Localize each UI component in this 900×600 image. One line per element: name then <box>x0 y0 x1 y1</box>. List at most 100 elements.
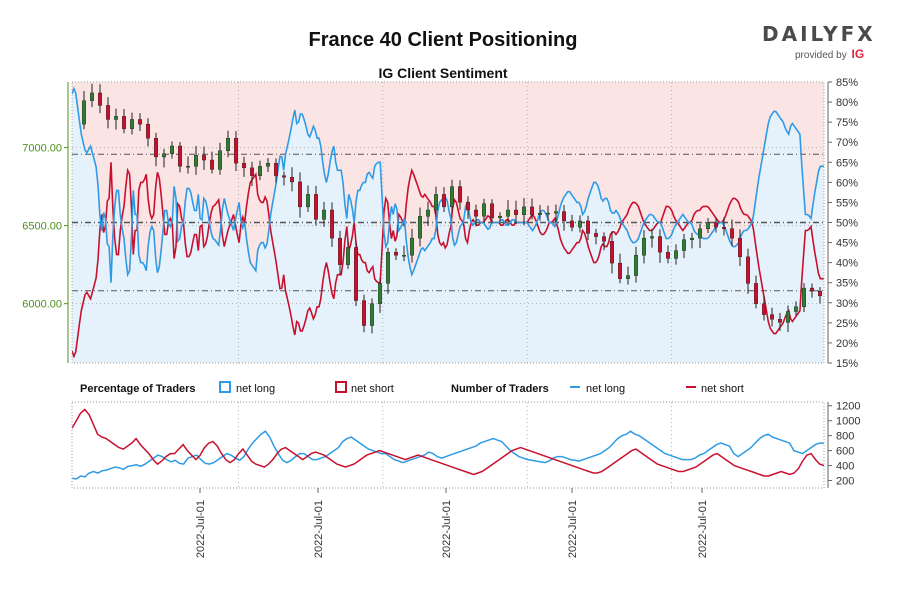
x-tick-label: 2022-Jul-01 <box>441 500 453 558</box>
sentiment-tick-label: 40% <box>836 258 858 270</box>
candle-body <box>578 220 583 228</box>
legend: Percentage of Traders net long net short… <box>80 381 744 395</box>
candle-body <box>266 162 271 167</box>
legend-pct-short-swatch <box>335 381 347 393</box>
candle-body <box>554 211 559 214</box>
brand-provided-by: provided by <box>795 50 847 61</box>
sentiment-tick-label: 30% <box>836 298 858 310</box>
candle-body <box>498 216 503 219</box>
candle-body <box>418 216 423 239</box>
candle-body <box>290 177 295 183</box>
candle-body <box>562 211 567 222</box>
candle-body <box>514 209 519 215</box>
candle-body <box>89 92 94 101</box>
dailyfx-logo: DAILYFX provided by IG <box>762 22 873 61</box>
sentiment-tick-label: 50% <box>836 218 858 230</box>
candle-body <box>490 203 495 219</box>
candle-body <box>714 222 719 228</box>
candle-body <box>330 209 335 239</box>
candle-body <box>306 194 311 208</box>
candle-body <box>105 105 110 120</box>
candle-body <box>690 237 695 240</box>
candle-body <box>658 236 663 253</box>
candle-body <box>570 220 575 228</box>
candle-body <box>674 250 679 259</box>
candle-body <box>209 159 214 170</box>
candle-body <box>225 137 230 151</box>
candle-body <box>802 287 807 308</box>
axes: 6000.00 6500.00 7000.00 15% 20% 25% 30% 35% 40% 4… <box>22 77 860 558</box>
candle-body <box>282 175 287 178</box>
candle-body <box>786 311 791 323</box>
candle-body <box>113 116 118 120</box>
count-tick-label: 1200 <box>836 401 860 413</box>
candle-body <box>354 247 359 301</box>
top-frame <box>71 81 825 364</box>
count-tick-label: 400 <box>836 461 854 473</box>
candle-body <box>97 92 102 106</box>
candle-body <box>474 209 479 217</box>
candle-body <box>594 233 599 237</box>
sentiment-tick-label: 15% <box>836 358 858 370</box>
candle-body <box>346 247 351 265</box>
candle-body <box>770 314 775 320</box>
x-tick-label: 2022-Jul-01 <box>697 500 709 558</box>
count-tick-label: 800 <box>836 431 854 443</box>
candle-body <box>185 166 190 168</box>
x-tick-label: 2022-Jul-01 <box>195 500 207 558</box>
candle-body <box>818 290 823 297</box>
candle-body <box>682 239 687 251</box>
candle-body <box>410 237 415 256</box>
sentiment-tick-label: 75% <box>836 117 858 129</box>
candle-body <box>546 212 551 215</box>
candle-body <box>778 319 783 323</box>
candle-body <box>722 226 727 229</box>
candle-body <box>450 186 455 208</box>
candle-body <box>137 119 142 125</box>
candle-body <box>201 155 206 161</box>
candle-body <box>81 100 86 125</box>
net-short-pct-line <box>72 162 824 359</box>
count-tick-label: 200 <box>836 476 854 488</box>
candle-body <box>762 303 767 315</box>
sentiment-tick-label: 80% <box>836 97 858 109</box>
chart-subtitle: IG Client Sentiment <box>378 65 507 81</box>
candle-body <box>642 237 647 256</box>
candle-body <box>458 186 463 203</box>
legend-percentage-title: Percentage of Traders <box>80 383 196 395</box>
candle-body <box>274 162 279 176</box>
legend-pct-short-label: net short <box>351 383 394 395</box>
net-long-count-line <box>72 430 824 480</box>
sentiment-tick-label: 25% <box>836 318 858 330</box>
sentiment-tick-label: 35% <box>836 278 858 290</box>
candle-body <box>530 206 535 215</box>
sentiment-tick-label: 20% <box>836 338 858 350</box>
candle-body <box>650 236 655 239</box>
sentiment-tick-label: 70% <box>836 137 858 149</box>
x-tick-label: 2022-Jul-01 <box>313 500 325 558</box>
legend-pct-long-swatch <box>219 381 231 393</box>
candle-body <box>362 300 367 326</box>
candle-body <box>153 137 158 158</box>
brand-name-left: DAILY <box>762 22 841 46</box>
sentiment-tick-label: 55% <box>836 197 858 209</box>
count-tick-label: 1000 <box>836 416 860 428</box>
candle-body <box>177 145 182 167</box>
candle-body <box>129 119 134 130</box>
candle-body <box>394 251 399 256</box>
price-tick-label: 6500.00 <box>22 221 62 233</box>
candle-body <box>618 262 623 279</box>
brand-name-right: FX <box>840 22 876 46</box>
candle-body <box>434 194 439 211</box>
candle-body <box>698 228 703 239</box>
candle-body <box>233 137 238 164</box>
candle-body <box>370 303 375 326</box>
candle-body <box>666 251 671 259</box>
candle-body <box>378 283 383 304</box>
candle-body <box>538 212 543 215</box>
candle-body <box>730 228 735 239</box>
candle-body <box>386 251 391 284</box>
candle-body <box>258 166 263 176</box>
candle-body <box>482 203 487 217</box>
